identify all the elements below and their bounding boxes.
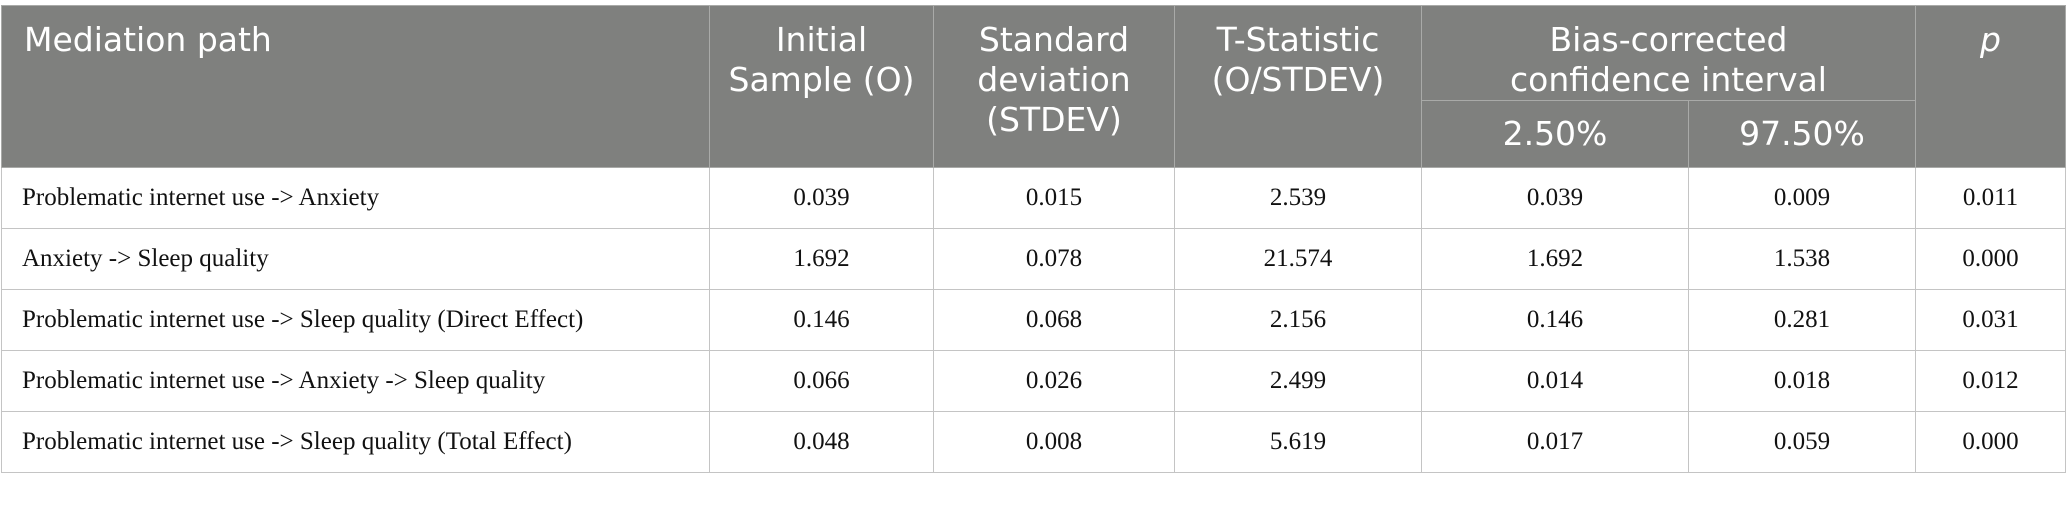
subheader-cell: 97.50% — [1688, 100, 1916, 168]
header-cell: Bias-corrected confidence interval — [1421, 5, 1916, 101]
value-cell: 2.539 — [1174, 167, 1422, 229]
table-row: Problematic internet use -> Anxiety 0.039… — [1, 167, 2066, 229]
value-cell: 5.619 — [1174, 411, 1422, 473]
header-cell: Initial Sample (O) — [709, 5, 934, 168]
header-cell: Standard deviation (STDEV) — [933, 5, 1175, 168]
value-cell: 0.026 — [933, 350, 1175, 412]
table-body: Problematic internet use -> Anxiety 0.039… — [1, 167, 2066, 473]
header-text: Bias-corrected confidence interval — [1510, 20, 1827, 99]
value-cell: 0.017 — [1421, 411, 1689, 473]
value-cell: 0.015 — [933, 167, 1175, 229]
header-cell: T-Statistic (O/STDEV) — [1174, 5, 1422, 168]
value-cell: 1.692 — [709, 228, 934, 290]
value-cell: 0.066 — [709, 350, 934, 412]
path-cell: Problematic internet use -> Sleep qualit… — [1, 411, 710, 473]
path-cell: Problematic internet use -> Anxiety — [1, 167, 710, 229]
path-cell: Anxiety -> Sleep quality — [1, 228, 710, 290]
value-cell: 0.068 — [933, 289, 1175, 351]
path-cell: Problematic internet use -> Sleep qualit… — [1, 289, 710, 351]
value-cell: 1.692 — [1421, 228, 1689, 290]
value-cell: 2.499 — [1174, 350, 1422, 412]
value-cell: 0.000 — [1915, 228, 2066, 290]
value-cell: 0.078 — [933, 228, 1175, 290]
header-cell: p — [1915, 5, 2066, 168]
table-row: Anxiety -> Sleep quality 1.692 0.078 21.574… — [1, 228, 2066, 290]
page: {"table": { "header": ["Mediation path",… — [0, 5, 2067, 513]
value-cell: 0.048 — [709, 411, 934, 473]
value-cell: 2.156 — [1174, 289, 1422, 351]
value-cell: 0.039 — [709, 167, 934, 229]
table-row: Problematic internet use -> Anxiety -> S… — [1, 350, 2066, 412]
subheader-cell: 2.50% — [1421, 100, 1689, 168]
value-cell: 0.039 — [1421, 167, 1689, 229]
value-cell: 0.031 — [1915, 289, 2066, 351]
value-cell: 0.018 — [1688, 350, 1916, 412]
mediation-table: Mediation path Initial Sample (O) Standa… — [1, 5, 2066, 473]
value-cell: 0.146 — [1421, 289, 1689, 351]
path-cell: Problematic internet use -> Anxiety -> S… — [1, 350, 710, 412]
value-cell: 0.000 — [1915, 411, 2066, 473]
value-cell: 0.014 — [1421, 350, 1689, 412]
value-cell: 1.538 — [1688, 228, 1916, 290]
value-cell: 0.011 — [1915, 167, 2066, 229]
header-cell: Mediation path — [1, 5, 710, 168]
value-cell: 0.059 — [1688, 411, 1916, 473]
value-cell: 0.008 — [933, 411, 1175, 473]
table-row: Problematic internet use -> Sleep qualit… — [1, 289, 2066, 351]
value-cell: 0.146 — [709, 289, 934, 351]
table-row: Problematic internet use -> Sleep qualit… — [1, 411, 2066, 473]
value-cell: 21.574 — [1174, 228, 1422, 290]
value-cell: 0.012 — [1915, 350, 2066, 412]
value-cell: 0.281 — [1688, 289, 1916, 351]
value-cell: 0.009 — [1688, 167, 1916, 229]
